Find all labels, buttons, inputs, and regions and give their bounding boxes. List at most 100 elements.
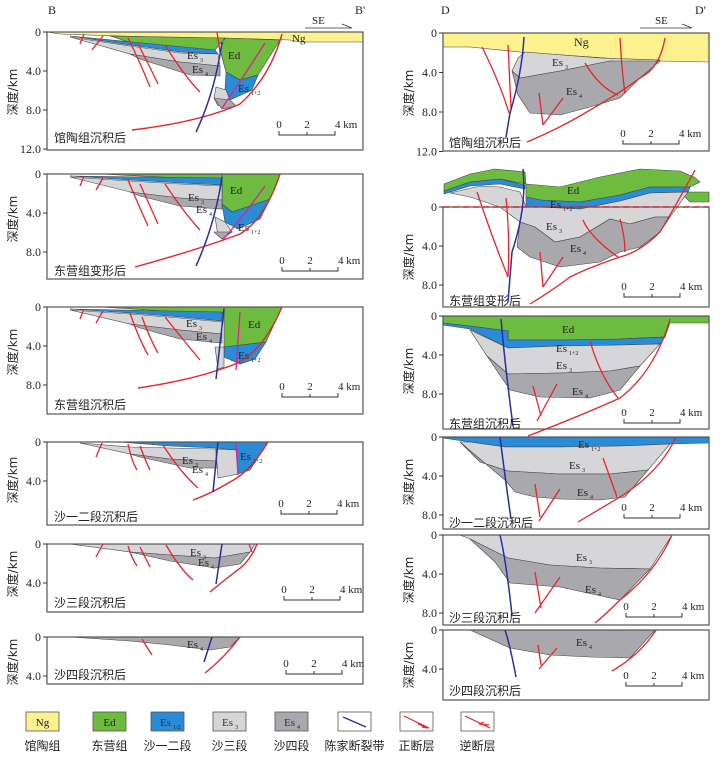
normal-fault bbox=[139, 183, 159, 225]
unit-label-text: Es bbox=[190, 547, 201, 559]
unit-label-text: Es bbox=[182, 455, 193, 467]
unit-label-subscript: 4 bbox=[579, 94, 582, 100]
thrust-fault-icon bbox=[464, 715, 491, 729]
scale-bar-label: 4 km bbox=[340, 584, 363, 596]
y-tick-label: 0 bbox=[35, 25, 41, 39]
section-end-label: B' bbox=[355, 3, 365, 17]
normal-fault bbox=[127, 545, 138, 567]
unit-label-subscript: 3 bbox=[203, 555, 206, 561]
y-tick-label: 8.0 bbox=[26, 378, 41, 392]
unit-label-subscript: 3 bbox=[582, 468, 585, 474]
scale-bar-label: 4 km bbox=[680, 502, 703, 514]
normal-fault bbox=[529, 169, 696, 305]
scale-bar-label: 0 bbox=[278, 498, 284, 510]
stage-label: 沙一二段沉积后 bbox=[449, 515, 533, 530]
y-tick-label: 0 bbox=[35, 300, 41, 314]
legend-swatch bbox=[212, 711, 247, 732]
scale-bar: 0 2 4 km bbox=[623, 601, 705, 618]
normal-fault bbox=[577, 436, 677, 523]
y-axis: 0 4.0 8.0 深度/km bbox=[401, 200, 443, 292]
y-axis: 0 4.0 8.0 深度/km bbox=[5, 300, 47, 392]
scale-bar-label: 2 bbox=[306, 498, 312, 510]
section-start-label: B bbox=[48, 3, 56, 17]
stage-label: 沙四段沉积后 bbox=[449, 683, 521, 698]
normal-fault bbox=[95, 310, 104, 324]
chenjia-fault-icon bbox=[342, 716, 367, 728]
scale-bar: 0 2 4 km bbox=[623, 670, 705, 687]
unit-Es4 bbox=[469, 629, 656, 659]
scale-bar-label: 0 bbox=[621, 502, 627, 514]
y-axis-label: 深度/km bbox=[401, 557, 416, 604]
unit-label-Ed: Ed bbox=[248, 319, 261, 331]
unit-label-text: Es bbox=[196, 331, 207, 343]
normal-fault bbox=[537, 644, 542, 666]
unit-Es12-west bbox=[69, 175, 223, 186]
unit-label-subscript: 1+2 bbox=[591, 447, 600, 453]
normal-fault bbox=[216, 31, 221, 53]
legend-item-Es4: Es 4 沙四段 bbox=[273, 711, 310, 753]
y-tick-label: 4.0 bbox=[26, 339, 41, 353]
unit-label-Es3: Es 3 bbox=[556, 360, 572, 374]
unit-Es4 bbox=[469, 538, 651, 601]
unit-label-text: Es bbox=[576, 637, 587, 649]
unit-label-Es12: Es 1+2 bbox=[550, 199, 572, 213]
unit-label-Ed: Ed bbox=[228, 50, 241, 62]
y-axis: 0 4.0 深度/km bbox=[401, 623, 443, 688]
unit-label-Es12: Es 1+2 bbox=[238, 350, 260, 364]
normal-fault bbox=[127, 179, 149, 227]
scale-bar-line bbox=[625, 682, 683, 687]
scale-bar-label: 0 bbox=[621, 281, 627, 293]
scale-bar-label: 4 km bbox=[338, 255, 361, 267]
scale-bar-label: 2 bbox=[651, 601, 657, 613]
unit-Es12-west bbox=[69, 308, 223, 322]
chenjia-fault-zone bbox=[195, 41, 223, 133]
y-tick-label: 8.0 bbox=[422, 105, 437, 119]
y-tick-label: 8.0 bbox=[422, 508, 437, 522]
panel-frame bbox=[46, 543, 364, 613]
normal-fault bbox=[611, 629, 657, 672]
scale-bar-label: 2 bbox=[651, 670, 657, 682]
unit-label-text: Es bbox=[566, 86, 577, 98]
normal-fault bbox=[127, 37, 151, 88]
unit-label-subscript: 3 bbox=[201, 200, 204, 206]
scale-bar-line bbox=[281, 267, 339, 272]
normal-fault bbox=[95, 442, 103, 458]
unit-label-Es4: Es 4 bbox=[566, 86, 582, 100]
chenjia-fault-zone bbox=[505, 36, 525, 138]
unit-label-Es4: Es 4 bbox=[196, 331, 212, 345]
unit-label-subscript: 4 bbox=[209, 212, 212, 218]
normal-fault bbox=[79, 175, 85, 187]
y-axis: 0 4.0 深度/km bbox=[5, 435, 47, 503]
stage-label: 沙四段沉积后 bbox=[54, 667, 126, 682]
y-axis-label: 深度/km bbox=[401, 642, 416, 689]
y-tick-label: 0 bbox=[35, 167, 41, 181]
secondary-fault bbox=[248, 543, 253, 553]
y-axis-label: 深度/km bbox=[401, 234, 416, 281]
y-tick-label: 0 bbox=[431, 623, 437, 637]
normal-fault bbox=[534, 576, 561, 614]
secondary-fault bbox=[235, 311, 241, 371]
left-panel-6: 0 4.0 深度/km Es 4 沙四段沉积后 0 2 4 km bbox=[5, 630, 365, 685]
unit-label-Es3: Es 3 bbox=[546, 221, 562, 235]
secondary-fault bbox=[235, 442, 239, 476]
unit-label-text: Es bbox=[572, 386, 583, 398]
section-end-label: D' bbox=[695, 3, 706, 17]
y-tick-label: 4.0 bbox=[422, 567, 437, 581]
normal-fault bbox=[79, 33, 85, 45]
legend-item-Ed: Ed 东营组 bbox=[91, 711, 128, 753]
unit-label-Es3: Es 3 bbox=[187, 50, 203, 64]
y-tick-label: 8.0 bbox=[422, 606, 437, 620]
normal-fault bbox=[619, 218, 626, 253]
normal-fault bbox=[139, 546, 151, 568]
unit-Es3-trough bbox=[215, 448, 239, 479]
unit-label-subscript: 3 bbox=[565, 65, 568, 71]
thrust-fault bbox=[131, 33, 283, 131]
legend-item-Ng: Ng 馆陶组 bbox=[24, 711, 61, 753]
unit-label-subscript: 4 bbox=[205, 472, 208, 478]
stage-label: 沙三段沉积后 bbox=[449, 610, 521, 625]
scale-bar: 0 2 4 km bbox=[283, 658, 365, 675]
normal-fault bbox=[526, 37, 666, 143]
